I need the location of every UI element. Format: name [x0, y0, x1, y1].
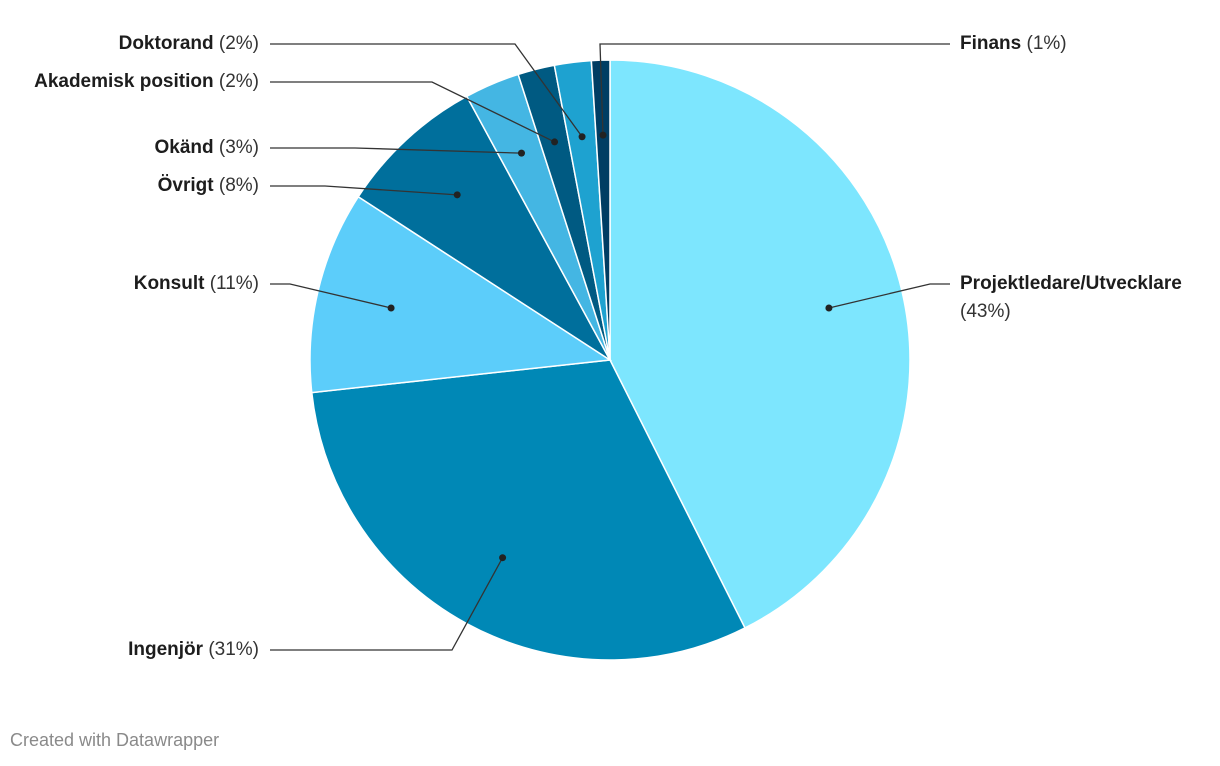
slice-label: Konsult (11%) — [30, 270, 259, 298]
leader-dot — [453, 191, 461, 199]
category-label: Okänd — [154, 137, 214, 158]
category-label: Ingenjör — [128, 639, 204, 660]
slice-label: Ingenjör (31%) — [30, 636, 259, 664]
footer: Created with Datawrapper — [10, 730, 220, 750]
leader-dot — [499, 554, 507, 562]
value-label: (11%) — [209, 273, 259, 294]
category-label: Projektledare/Utvecklare — [960, 273, 1182, 294]
slice-label: Finans (1%) — [960, 30, 1212, 58]
leader-line — [270, 147, 522, 154]
value-label: (43%) — [960, 301, 1011, 322]
leader-line — [828, 283, 950, 309]
value-label: (31%) — [208, 639, 259, 660]
leader-line — [270, 43, 583, 138]
slice-label: Akademisk position (2%) — [30, 68, 259, 96]
category-label: Övrigt — [157, 175, 214, 196]
leader-dot — [825, 304, 833, 312]
leader-line — [599, 43, 950, 136]
value-label: (8%) — [218, 175, 259, 196]
pie-slice — [357, 95, 611, 361]
category-label: Finans — [960, 33, 1022, 54]
value-label: (2%) — [218, 33, 259, 54]
category-label: Doktorand — [118, 33, 214, 54]
leader-dot — [599, 131, 607, 139]
slice-label: Okänd (3%) — [30, 134, 259, 162]
value-label: (3%) — [218, 137, 259, 158]
category-label: Konsult — [133, 273, 205, 294]
value-label: (1%) — [1026, 33, 1067, 54]
slice-label: Övrigt (8%) — [30, 172, 259, 200]
category-label: Akademisk position — [34, 71, 214, 92]
value-label: (2%) — [218, 71, 259, 92]
slice-label: Projektledare/Utvecklare (43%) — [960, 270, 1212, 326]
leader-line — [270, 185, 458, 196]
leader-dot — [517, 149, 525, 157]
leader-line — [270, 557, 504, 651]
leader-dot — [387, 304, 395, 312]
slice-label: Doktorand (2%) — [30, 30, 259, 58]
leader-line — [270, 283, 392, 309]
leader-dot — [551, 138, 559, 146]
leader-dot — [578, 133, 586, 141]
leader-line — [270, 81, 555, 143]
